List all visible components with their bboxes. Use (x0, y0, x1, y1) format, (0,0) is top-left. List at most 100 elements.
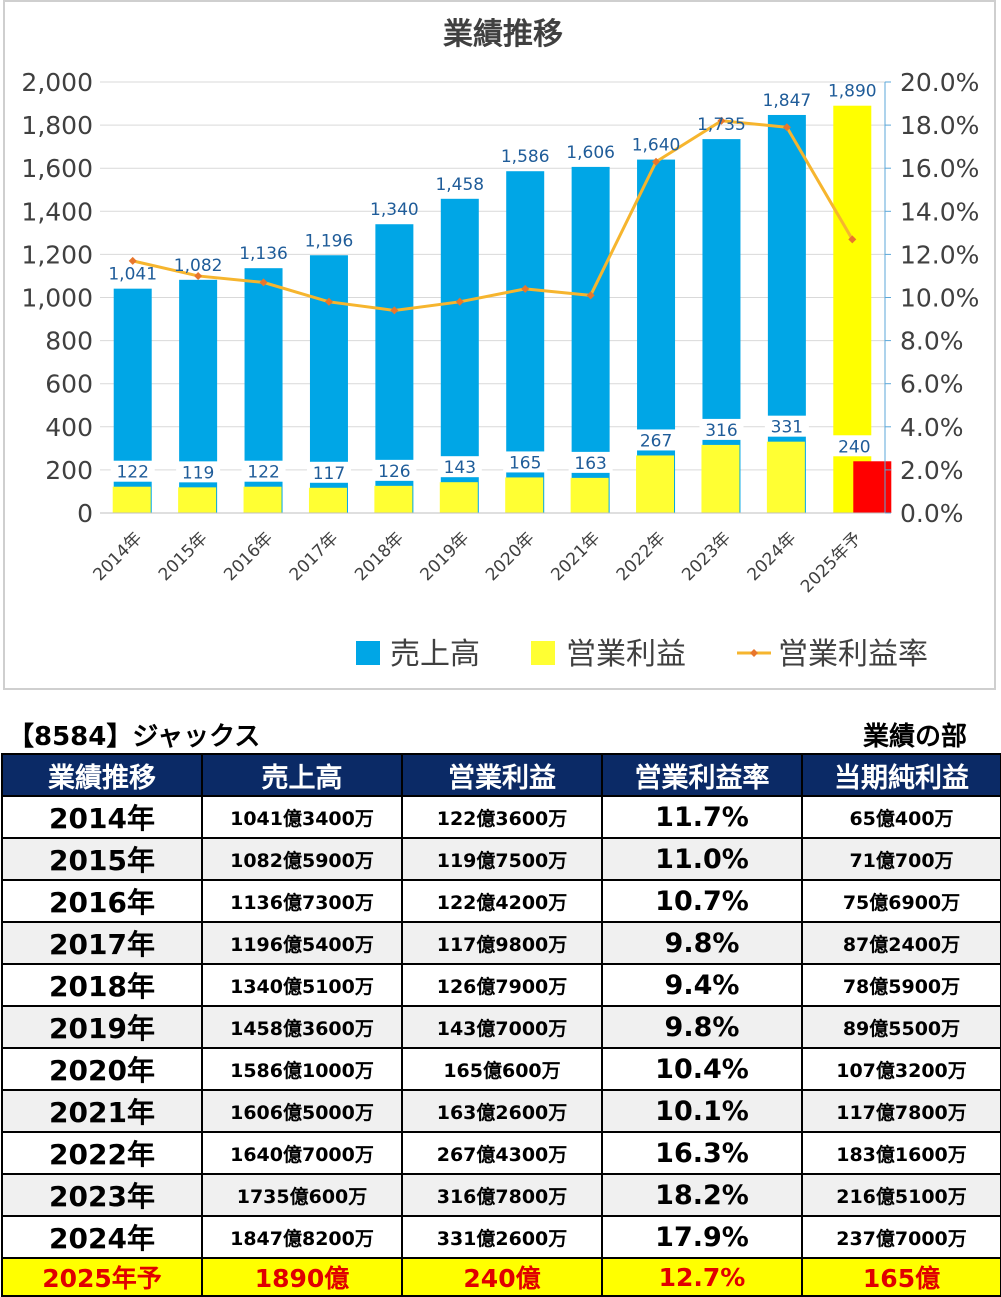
table-cell: 1136億7300万 (201, 879, 403, 923)
category-label: 2023年 (678, 528, 735, 585)
table-cell: 1340億5100万 (201, 963, 403, 1007)
table-cell: 71億700万 (801, 837, 1001, 881)
operating-margin-point (390, 306, 399, 315)
table-cell: 122億3600万 (401, 795, 603, 839)
forecast-cell: 240億 (401, 1257, 603, 1297)
company-heading: 【8584】ジャックス (8, 722, 261, 752)
table-cell: 143億7000万 (401, 1005, 603, 1049)
table-row: 2020年 1586億1000万 165億600万 10.4% 107億3200万 (1, 1047, 1001, 1091)
right-tick-label: 12.0% (900, 240, 979, 269)
right-tick-label: 10.0% (900, 284, 979, 313)
sales-data-label: 1,586 (501, 147, 550, 167)
table-cell: 16.3% (601, 1131, 803, 1175)
left-tick-label: 1,800 (21, 111, 93, 140)
operating-profit-data-label: 119 (182, 463, 214, 483)
sales-data-label: 1,640 (632, 136, 681, 156)
forecast-cell: 1890億 (201, 1257, 403, 1297)
left-tick-label: 1,600 (21, 154, 93, 183)
left-tick-label: 0 (77, 499, 93, 528)
table-cell: 1458億3600万 (201, 1005, 403, 1049)
table-row: 2018年 1340億5100万 126億7900万 9.4% 78億5900万 (1, 963, 1001, 1007)
table-cell: 122億4200万 (401, 879, 603, 923)
table-cell: 2019年 (1, 1005, 203, 1049)
operating-profit-bar (243, 486, 282, 513)
table-cell: 9.8% (601, 921, 803, 965)
operating-profit-bar (701, 444, 740, 513)
performance-chart: 業績推移 1,041 122 1,082 119 1,136 122 1,196 117 1,3… (21, 17, 979, 672)
operating-profit-bar (636, 455, 675, 513)
operating-profit-bar (505, 477, 544, 513)
operating-margin-point (848, 235, 857, 244)
operating-margin-point (455, 297, 464, 306)
operating-profit-bar (178, 487, 217, 513)
table-cell: 1196億5400万 (201, 921, 403, 965)
operating-margin-line (132, 119, 854, 312)
left-tick-label: 1,000 (21, 284, 93, 313)
sales-data-label: 1,196 (305, 231, 354, 251)
table-row: 2021年 1606億5000万 163億2600万 10.1% 117億7800万 (1, 1089, 1001, 1133)
table-cell: 1041億3400万 (201, 795, 403, 839)
table-cell: 9.4% (601, 963, 803, 1007)
table-cell: 10.4% (601, 1047, 803, 1091)
operating-profit-bar (112, 486, 151, 513)
operating-profit-bar (439, 482, 478, 513)
forecast-cell: 2025年予 (1, 1257, 203, 1297)
table-header-row: 業績推移 売上高 営業利益 営業利益率 当期純利益 (1, 753, 1001, 797)
table-cell: 1640億7000万 (201, 1131, 403, 1175)
table-cell: 10.7% (601, 879, 803, 923)
left-tick-label: 200 (45, 456, 93, 485)
column-header: 当期純利益 (801, 753, 1001, 797)
operating-profit-data-label: 165 (509, 453, 541, 473)
table-row: 2015年 1082億5900万 119億7500万 11.0% 71億700万 (1, 837, 1001, 881)
category-label: 2019年 (417, 528, 474, 585)
left-tick-label: 400 (45, 413, 93, 442)
operating-profit-bar (374, 485, 413, 513)
table-cell: 331億2600万 (401, 1215, 603, 1259)
label-background (176, 461, 221, 483)
operating-margin-point (717, 116, 726, 125)
table-cell: 2014年 (1, 795, 203, 839)
table-title-row: 【8584】ジャックス 業績の部 (0, 716, 1001, 752)
category-label: 2022年 (613, 528, 670, 585)
table-row: 2022年 1640億7000万 267億4300万 16.3% 183億1600万 (1, 1131, 1001, 1175)
table-cell: 119億7500万 (401, 837, 603, 881)
operating-profit-data-label: 122 (116, 463, 148, 483)
sales-data-label: 1,136 (239, 244, 288, 264)
left-tick-label: 1,400 (21, 197, 93, 226)
operating-profit-data-label: 122 (247, 463, 279, 483)
right-tick-label: 14.0% (900, 197, 979, 226)
column-header: 業績推移 (1, 753, 203, 797)
table-row: 2019年 1458億3600万 143億7000万 9.8% 89億5500万 (1, 1005, 1001, 1049)
sales-data-label: 1,606 (566, 143, 615, 163)
right-tick-label: 4.0% (900, 413, 964, 442)
operating-profit-bar (853, 461, 892, 513)
category-label: 2025年予 (797, 528, 866, 597)
label-background (110, 460, 155, 482)
table-cell: 1082億5900万 (201, 837, 403, 881)
table-cell: 17.9% (601, 1215, 803, 1259)
right-tick-label: 16.0% (900, 154, 979, 183)
label-background (568, 451, 613, 473)
table-cell: 1735億600万 (201, 1173, 403, 1217)
forecast-cell: 12.7% (601, 1257, 803, 1297)
sales-data-label: 1,340 (370, 200, 419, 220)
performance-table: 業績推移 売上高 営業利益 営業利益率 当期純利益 2014年 1041億3400… (1, 753, 1001, 1297)
operating-margin-point (586, 291, 595, 300)
table-cell: 1847億8200万 (201, 1215, 403, 1259)
table-cell: 183億1600万 (801, 1131, 1001, 1175)
sales-data-label: 1,890 (828, 82, 877, 102)
operating-profit-data-label: 126 (378, 462, 410, 482)
table-cell: 2024年 (1, 1215, 203, 1259)
right-tick-label: 18.0% (900, 111, 979, 140)
operating-margin-point (521, 284, 530, 293)
operating-profit-data-label: 331 (771, 418, 803, 438)
sales-data-label: 1,041 (108, 265, 157, 285)
operating-profit-bar (570, 477, 609, 513)
table-cell: 65億400万 (801, 795, 1001, 839)
legend-label-profit: 営業利益 (566, 637, 686, 672)
sales-data-label: 1,082 (174, 256, 223, 276)
operating-profit-data-label: 240 (838, 437, 870, 457)
table-cell: 2017年 (1, 921, 203, 965)
table-cell: 10.1% (601, 1089, 803, 1133)
chart-panel (3, 0, 996, 690)
